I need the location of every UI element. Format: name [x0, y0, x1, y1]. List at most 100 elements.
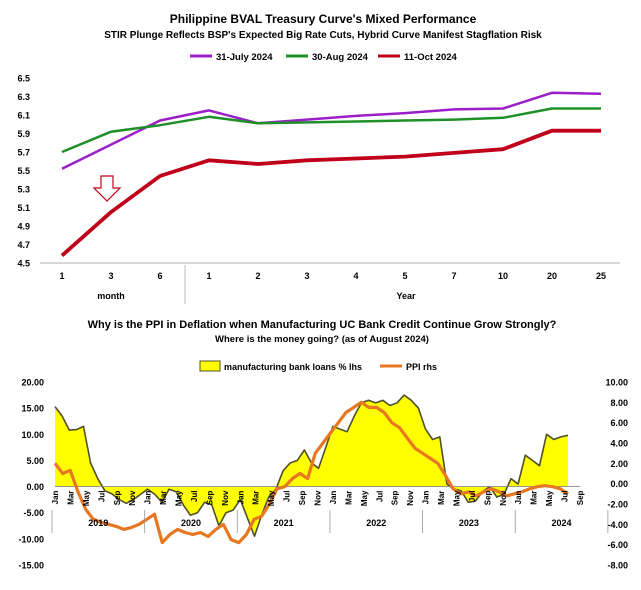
chart2-right-tick-label: -6.00 [607, 540, 628, 550]
chart2-month-label: Mar [66, 491, 75, 505]
chart1-x-tick-label: 7 [451, 271, 456, 281]
chart1-x-tick-label: 25 [596, 271, 606, 281]
chart2-month-label: Jul [561, 491, 570, 503]
chart2-month-label: Sep [576, 490, 585, 505]
chart2-right-tick-label: 6.00 [610, 418, 628, 428]
chart2-year-label: 2022 [366, 518, 386, 528]
chart1-group-label-month: month [97, 291, 125, 301]
chart1-y-axis: 4.5 4.7 4.9 5.1 5.3 5.5 5.7 5.9 6.1 6.3 6.5 [17, 74, 30, 269]
chart1-x-tick-label: 3 [108, 271, 113, 281]
chart1-series [60, 91, 602, 258]
chart2-left-axis: 20.00 15.00 10.00 5.00 0.00 -5.00 -10.00 -15.00 [18, 378, 44, 571]
chart2-right-axis: 10.00 8.00 6.00 4.00 2.00 0.00 -2.00 -4.00 -6.00… [605, 378, 628, 571]
chart2-month-label: Sep [483, 490, 492, 505]
chart2-month-label: Nov [314, 490, 323, 506]
chart2-month-label: Jul [375, 491, 384, 503]
chart2-left-tick-label: -15.00 [18, 561, 44, 571]
chart1-series-line-1 [61, 107, 601, 154]
chart1-y-tick-label: 5.3 [17, 185, 30, 195]
chart1-x-tick-label: 2 [255, 271, 260, 281]
chart1-y-tick-label: 5.7 [17, 148, 30, 158]
legend-label-loans: manufacturing bank loans % lhs [224, 362, 362, 372]
chart2-year-label: 2023 [459, 518, 479, 528]
chart2-month-label: Jan [51, 490, 60, 504]
chart2-month-label: Sep [113, 490, 122, 505]
legend-label-oct: 11-Oct 2024 [404, 52, 458, 63]
chart2-month-label: May [360, 490, 369, 506]
chart1-legend: 31-July 2024 30-Aug 2024 11-Oct 2024 [190, 52, 458, 63]
chart2-month-label: May [82, 490, 91, 506]
chart1-y-tick-label: 4.5 [17, 259, 30, 269]
chart1-y-tick-label: 5.1 [17, 203, 30, 213]
chart2-month-label: Sep [298, 490, 307, 505]
chart2-month-label: Jul [97, 491, 106, 503]
chart2-right-tick-label: -8.00 [607, 561, 628, 571]
chart1-y-tick-label: 4.9 [17, 222, 30, 232]
chart2-year-label: 2024 [552, 518, 572, 528]
chart1-y-tick-label: 6.1 [17, 111, 30, 121]
chart1-x-tick-label: 10 [498, 271, 508, 281]
down-arrow-annotation [92, 175, 122, 202]
chart2-left-tick-label: 10.00 [21, 430, 44, 440]
legend-label-aug: 30-Aug 2024 [312, 52, 369, 63]
chart1-x-tick-label: 1 [59, 271, 64, 281]
chart2-right-tick-label: 0.00 [610, 479, 628, 489]
chart2-right-tick-label: 4.00 [610, 439, 628, 449]
chart2-month-labels: Jan Mar May Jul Sep Nov Jan Mar May Jul Sep Nov Jan M… [51, 490, 585, 506]
chart2-title: Why is the PPI in Deflation when Manufac… [88, 319, 557, 331]
chart1-series-line-2 [60, 128, 601, 258]
chart1-group-label-year: Year [396, 291, 416, 301]
chart2-right-tick-label: 2.00 [610, 459, 628, 469]
chart2-month-label: May [175, 490, 184, 506]
chart2-subtitle: Where is the money going? (as of August … [215, 334, 429, 345]
chart2-month-label: Jul [468, 491, 477, 503]
chart1-title: Philippine BVAL Treasury Curve's Mixed P… [170, 12, 477, 26]
legend-label-jul: 31-July 2024 [216, 52, 273, 63]
chart2-month-label: Mar [252, 491, 261, 505]
chart2-year-labels: 2019 2020 2021 2022 2023 2024 [51, 510, 609, 533]
chart2-year-label: 2019 [88, 518, 108, 528]
chart2-left-tick-label: 5.00 [26, 456, 44, 466]
chart1-x-tick-label: 5 [402, 271, 407, 281]
chart1-y-tick-label: 4.7 [17, 240, 30, 250]
chart2-month-label: Nov [221, 490, 230, 506]
chart2-month-label: Jan [514, 490, 523, 504]
chart2-month-label: Jan [236, 490, 245, 504]
chart1-x-axis: 1 3 6 1 2 3 4 5 7 10 20 25 [59, 271, 606, 281]
chart2-ppi-series [53, 400, 569, 545]
chart1-y-tick-label: 5.9 [17, 129, 30, 139]
chart1-x-tick-label: 4 [353, 271, 358, 281]
chart2-month-label: Sep [205, 490, 214, 505]
chart2-month-label: May [267, 490, 276, 506]
chart2-month-label: Jan [422, 490, 431, 504]
chart2-year-label: 2020 [181, 518, 201, 528]
chart2-month-label: Mar [159, 491, 168, 505]
chart2-month-label: Nov [499, 490, 508, 506]
chart2-month-label: Nov [406, 490, 415, 506]
chart2-right-tick-label: -2.00 [607, 500, 628, 510]
legend-label-ppi: PPI rhs [406, 362, 437, 372]
chart2-left-tick-label: -10.00 [18, 534, 44, 544]
chart2-right-tick-label: 10.00 [605, 378, 628, 388]
chart1-series-line-0 [61, 91, 602, 170]
chart2-left-tick-label: -5.00 [23, 508, 44, 518]
chart1-x-tick-label: 20 [547, 271, 557, 281]
chart1-x-tick-label: 3 [304, 271, 309, 281]
chart2-month-label: Mar [344, 491, 353, 505]
chart1-y-tick-label: 6.3 [17, 92, 30, 102]
chart1-y-tick-label: 6.5 [17, 74, 30, 84]
chart2-right-tick-label: -4.00 [607, 520, 628, 530]
chart2-month-label: Sep [391, 490, 400, 505]
chart1-y-tick-label: 5.5 [17, 166, 30, 176]
chart2-left-tick-label: 0.00 [26, 482, 44, 492]
chart2-month-label: Jan [329, 490, 338, 504]
chart2-month-label: Mar [530, 491, 539, 505]
chart2-year-label: 2021 [274, 518, 294, 528]
chart1-subtitle: STIR Plunge Reflects BSP's Expected Big … [104, 30, 542, 41]
chart2-month-label: May [452, 490, 461, 506]
legend-swatch-loans [199, 360, 221, 372]
chart2-legend: manufacturing bank loans % lhs PPI rhs [199, 360, 437, 372]
chart2-right-tick-label: 8.00 [610, 398, 628, 408]
